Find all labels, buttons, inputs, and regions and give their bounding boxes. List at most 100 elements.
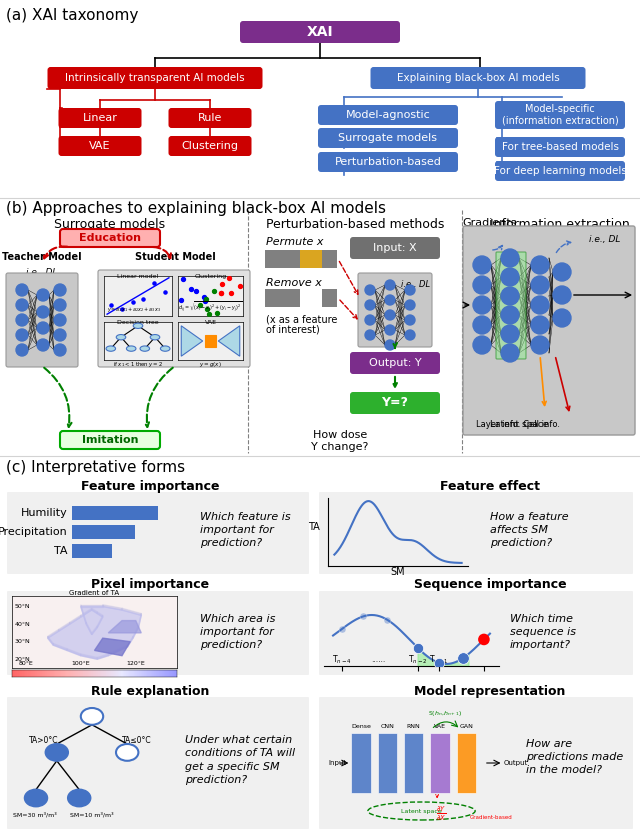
Point: [212, 307, 222, 320]
Polygon shape: [67, 648, 81, 656]
Point: [412, 641, 422, 654]
FancyBboxPatch shape: [350, 237, 440, 259]
Polygon shape: [218, 326, 240, 356]
Polygon shape: [92, 608, 97, 613]
Text: of interest): of interest): [266, 325, 320, 335]
FancyBboxPatch shape: [495, 101, 625, 129]
X-axis label: SM: SM: [390, 567, 405, 577]
Text: Output: Output: [504, 760, 527, 766]
Polygon shape: [48, 606, 141, 659]
Text: 50°N: 50°N: [15, 604, 30, 609]
Text: ......: ......: [371, 655, 385, 664]
Text: i.e., DL: i.e., DL: [401, 280, 430, 289]
Text: Clustering: Clustering: [195, 274, 227, 279]
FancyBboxPatch shape: [495, 137, 625, 157]
FancyBboxPatch shape: [463, 226, 635, 435]
Circle shape: [365, 315, 375, 325]
Text: 30°N: 30°N: [15, 639, 31, 644]
Point: [217, 277, 227, 291]
FancyBboxPatch shape: [240, 21, 400, 43]
Circle shape: [37, 339, 49, 351]
Circle shape: [473, 336, 491, 354]
Point: [458, 652, 468, 665]
Text: Gradients: Gradients: [463, 218, 517, 228]
Point: [191, 285, 201, 298]
FancyArrowPatch shape: [556, 358, 570, 411]
Text: Imitation: Imitation: [82, 435, 138, 445]
FancyBboxPatch shape: [7, 492, 309, 574]
FancyArrowPatch shape: [153, 247, 171, 258]
Circle shape: [16, 329, 28, 341]
FancyBboxPatch shape: [60, 431, 160, 449]
Text: Sequence importance: Sequence importance: [413, 578, 566, 591]
Circle shape: [54, 329, 66, 341]
FancyArrowPatch shape: [493, 245, 502, 250]
Circle shape: [405, 300, 415, 310]
Point: [209, 284, 219, 297]
Point: [216, 286, 226, 300]
Text: SM=30 m³/m³: SM=30 m³/m³: [13, 812, 56, 818]
Text: Input: Input: [328, 760, 346, 766]
Y-axis label: TA: TA: [308, 522, 320, 532]
Circle shape: [531, 296, 549, 314]
Circle shape: [16, 284, 28, 296]
Point: [358, 610, 369, 623]
Polygon shape: [48, 637, 53, 645]
FancyArrowPatch shape: [145, 368, 173, 427]
FancyArrowPatch shape: [44, 368, 72, 427]
FancyBboxPatch shape: [58, 136, 141, 156]
Text: Dense: Dense: [351, 724, 371, 729]
FancyBboxPatch shape: [319, 492, 633, 574]
Circle shape: [81, 708, 103, 725]
Circle shape: [365, 330, 375, 340]
Circle shape: [473, 276, 491, 294]
Circle shape: [385, 280, 395, 290]
Circle shape: [161, 346, 170, 351]
Bar: [265, 250, 337, 268]
Circle shape: [553, 309, 571, 327]
FancyArrowPatch shape: [393, 377, 397, 387]
FancyBboxPatch shape: [319, 591, 633, 675]
Circle shape: [405, 315, 415, 325]
Point: [117, 302, 127, 316]
Text: i.e., DL: i.e., DL: [589, 235, 620, 244]
FancyBboxPatch shape: [371, 67, 586, 89]
FancyBboxPatch shape: [495, 161, 625, 181]
Text: Y=?: Y=?: [381, 396, 408, 409]
Text: Remove x: Remove x: [266, 278, 322, 288]
Text: RNN: RNN: [407, 724, 420, 729]
Text: Latent space: Latent space: [401, 808, 442, 813]
Text: Linear model: Linear model: [117, 274, 159, 279]
Text: Output: Y: Output: Y: [369, 358, 421, 368]
Text: (b) Approaches to explaining black-box AI models: (b) Approaches to explaining black-box A…: [6, 201, 386, 216]
FancyBboxPatch shape: [358, 273, 432, 347]
Circle shape: [531, 256, 549, 274]
Polygon shape: [59, 622, 70, 631]
Text: CNN: CNN: [380, 724, 394, 729]
Text: 120°E: 120°E: [126, 661, 145, 666]
FancyBboxPatch shape: [350, 392, 440, 414]
Text: 100°E: 100°E: [72, 661, 90, 666]
Text: i.e., DL: i.e., DL: [26, 268, 58, 277]
Text: How dose: How dose: [313, 430, 367, 440]
Text: Student Model: Student Model: [134, 252, 216, 262]
Bar: [72, 525, 135, 539]
Bar: [72, 544, 112, 558]
Circle shape: [16, 344, 28, 356]
FancyBboxPatch shape: [318, 105, 458, 125]
Polygon shape: [81, 605, 103, 606]
Text: Which time
sequence is
important?: Which time sequence is important?: [510, 614, 576, 650]
Point: [149, 276, 159, 290]
Circle shape: [68, 790, 90, 806]
Bar: [300, 289, 322, 307]
Circle shape: [473, 316, 491, 334]
Polygon shape: [86, 622, 92, 635]
Circle shape: [116, 744, 138, 761]
Text: GAN: GAN: [460, 724, 474, 729]
Text: $d_{ij}=\sqrt{(x_i-x_j)^2+(y_i-y_j)^2}$: $d_{ij}=\sqrt{(x_i-x_j)^2+(y_i-y_j)^2}$: [178, 300, 243, 314]
Circle shape: [140, 346, 150, 351]
Text: XAI: XAI: [307, 25, 333, 39]
Text: S($h_n$,$h_{n+1}$): S($h_n$,$h_{n+1}$): [428, 709, 462, 718]
Circle shape: [385, 325, 395, 335]
Polygon shape: [48, 629, 59, 638]
